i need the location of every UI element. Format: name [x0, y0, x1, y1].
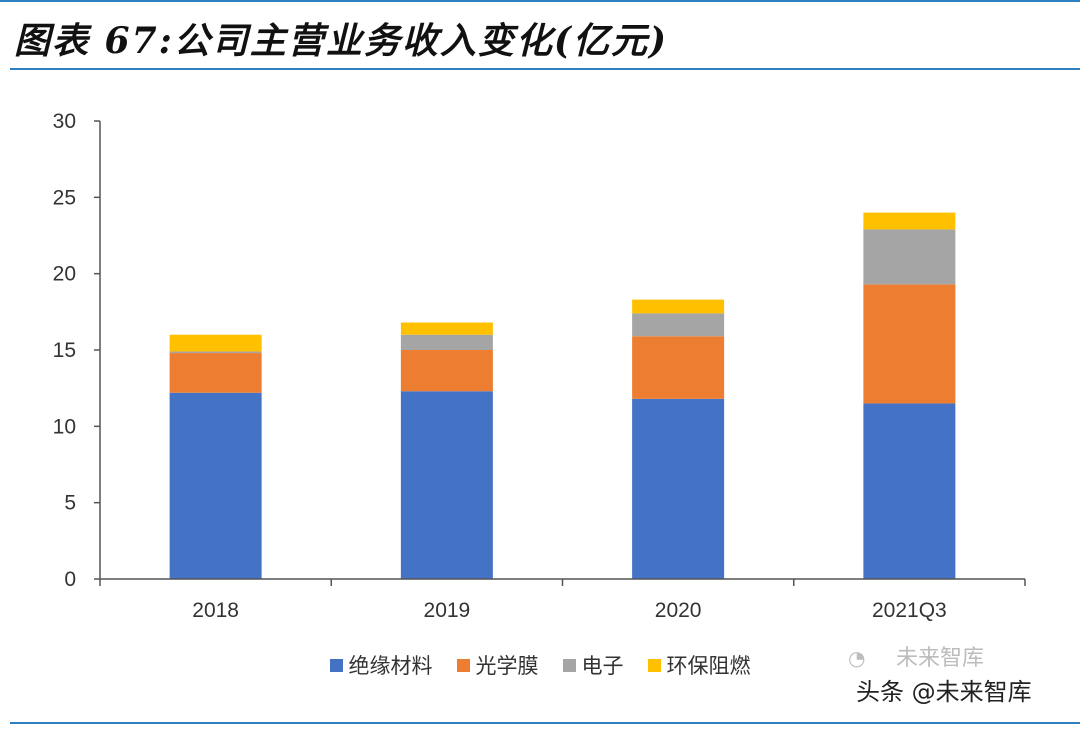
bar-segment	[632, 398, 725, 579]
bar-segment	[632, 299, 725, 314]
legend-label: 光学膜	[475, 654, 539, 678]
bar-segment	[863, 403, 956, 579]
bar-segment	[400, 334, 493, 350]
x-tick-label: 2019	[424, 599, 471, 622]
bar-segment	[632, 313, 725, 337]
wechat-icon: ◔	[848, 646, 866, 670]
y-tick-label: 0	[64, 568, 76, 591]
y-tick-label: 5	[64, 492, 76, 515]
bar-segment	[400, 391, 493, 579]
bar-segment	[863, 212, 956, 230]
watermark-faint: 未来智库	[896, 646, 985, 671]
page-title: 图表 67:公司主营业务收入变化(亿元)	[14, 20, 668, 62]
bar-segment	[169, 334, 262, 352]
bar-segment	[863, 284, 956, 404]
legend-swatch	[562, 658, 576, 672]
legend-swatch	[456, 658, 470, 672]
x-tick-label: 2020	[655, 599, 702, 622]
y-tick-label: 10	[53, 415, 76, 438]
legend-swatch	[329, 658, 343, 672]
bar-segment	[632, 336, 725, 399]
x-tick-label: 2021Q3	[872, 599, 947, 622]
bar-segment	[400, 350, 493, 392]
legend-item: 电子	[562, 650, 624, 680]
legend-label: 绝缘材料	[348, 654, 433, 678]
bar-segment	[169, 353, 262, 393]
legend-label: 电子	[581, 654, 624, 678]
legend-item: 光学膜	[456, 650, 539, 680]
y-tick-label: 30	[53, 110, 76, 133]
footer-rule	[10, 722, 1080, 724]
legend-swatch	[647, 658, 661, 672]
y-tick-label: 25	[53, 186, 76, 209]
title-top-rule	[0, 0, 1080, 2]
bar-segment	[400, 322, 493, 335]
y-tick-label: 20	[53, 263, 76, 286]
legend-item: 环保阻燃	[647, 650, 751, 680]
legend-label: 环保阻燃	[666, 654, 751, 678]
bar-segment	[863, 229, 956, 285]
legend-item: 绝缘材料	[329, 650, 433, 680]
y-tick-label: 15	[53, 339, 76, 362]
x-tick-label: 2018	[192, 599, 239, 622]
bar-segment	[169, 392, 262, 579]
bar-segment	[169, 351, 262, 354]
watermark: 头条 @未来智库	[856, 678, 1032, 706]
title-bottom-rule	[10, 68, 1080, 70]
chart-legend: 绝缘材料 光学膜 电子 环保阻燃	[0, 650, 1080, 680]
